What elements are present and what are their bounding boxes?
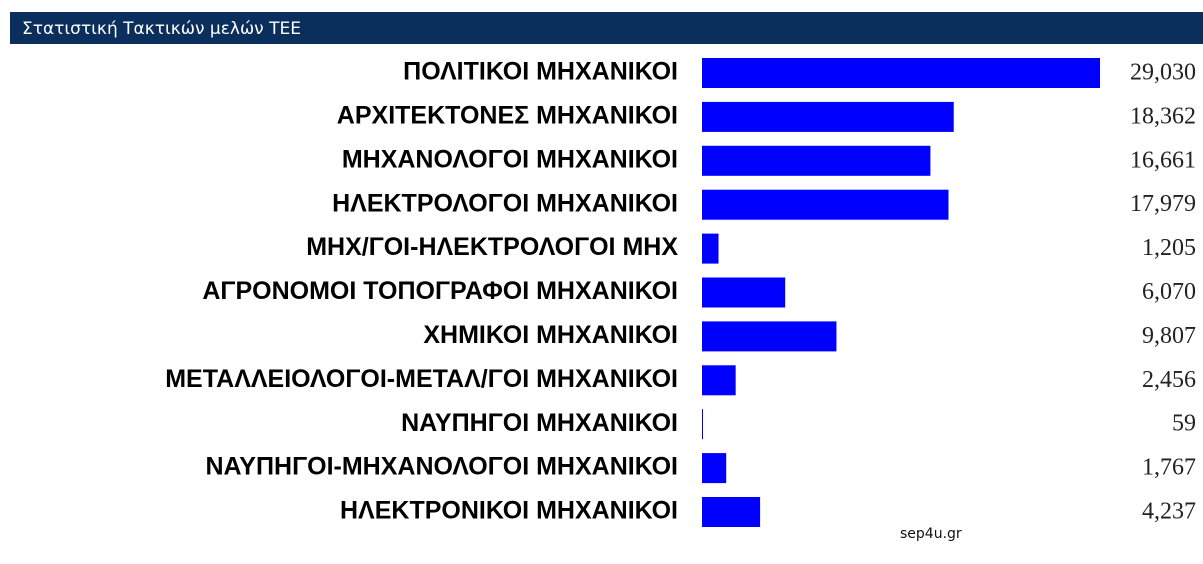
category-label: ΑΓΡΟΝΟΜΟΙ ΤΟΠΟΓΡΑΦΟΙ ΜΗΧΑΝΙΚΟΙ [202, 277, 678, 305]
title-bar [10, 12, 1203, 44]
bar [702, 101, 954, 132]
bar [702, 233, 719, 264]
value-label: 6,070 [1142, 279, 1196, 305]
bar [702, 409, 703, 440]
category-label: ΝΑΥΠΗΓΟΙ-ΜΗΧΑΝΟΛΟΓΟΙ ΜΗΧΑΝΙΚΟΙ [205, 453, 678, 481]
value-label: 2,456 [1142, 367, 1196, 393]
category-label: ΜΗΧ/ΓΟΙ-ΗΛΕΚΤΡΟΛΟΓΟΙ ΜΗΧ [306, 233, 678, 261]
bar [702, 365, 736, 396]
value-label: 29,030 [1130, 60, 1196, 86]
category-label: ΗΛΕΚΤΡΟΝΙΚΟΙ ΜΗΧΑΝΙΚΟΙ [340, 497, 678, 525]
category-label: ΜΕΤΑΛΛΕΙΟΛΟΓΟΙ-ΜΕΤΑΛ/ΓΟΙ ΜΗΧΑΝΙΚΟΙ [165, 365, 678, 393]
watermark: sep4u.gr [900, 526, 962, 542]
category-label: ΗΛΕΚΤΡΟΛΟΓΟΙ ΜΗΧΑΝΙΚΟΙ [332, 189, 678, 217]
value-label: 1,767 [1142, 455, 1196, 481]
category-label: ΠΟΛΙΤΙΚΟΙ ΜΗΧΑΝΙΚΟΙ [403, 58, 678, 86]
category-label: ΧΗΜΙΚΟΙ ΜΗΧΑΝΙΚΟΙ [423, 321, 678, 349]
category-label: ΝΑΥΠΗΓΟΙ ΜΗΧΑΝΙΚΟΙ [401, 409, 678, 437]
chart-title: Στατιστική Τακτικών μελών ΤΕΕ [22, 19, 301, 39]
bar [702, 145, 931, 176]
category-label: ΑΡΧΙΤΕΚΤΟΝΕΣ ΜΗΧΑΝΙΚΟΙ [337, 102, 678, 130]
value-label: 1,205 [1142, 235, 1196, 261]
bar [702, 277, 786, 308]
category-label: ΜΗΧΑΝΟΛΟΓΟΙ ΜΗΧΑΝΙΚΟΙ [342, 145, 678, 173]
value-label: 4,237 [1142, 499, 1196, 525]
bar [702, 321, 837, 352]
value-label: 9,807 [1142, 323, 1196, 349]
value-label: 16,661 [1130, 147, 1196, 173]
bar [702, 189, 949, 220]
value-label: 17,979 [1130, 191, 1196, 217]
value-label: 59 [1172, 411, 1196, 437]
value-label: 18,362 [1130, 103, 1196, 129]
bar [702, 497, 761, 527]
bar [702, 58, 1100, 88]
bar [702, 453, 727, 484]
